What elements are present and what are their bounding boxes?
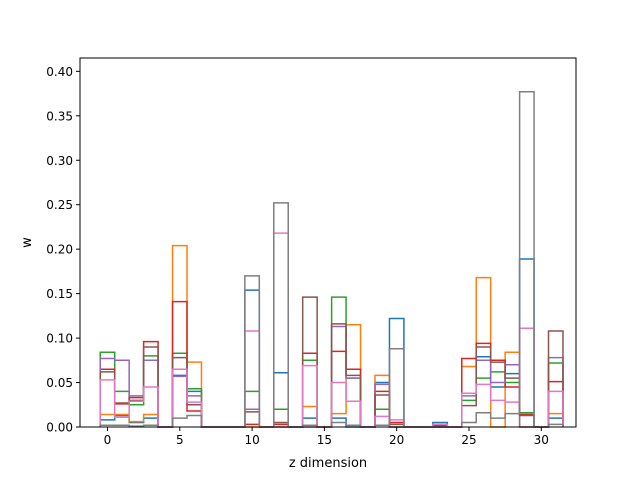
y-tick-label: 0.10 xyxy=(46,332,73,346)
x-axis: 0 5 10 15 20 25 30 xyxy=(104,427,549,447)
y-axis-label: w xyxy=(20,237,35,248)
x-tick-label: 25 xyxy=(461,433,476,447)
axes-frame xyxy=(79,57,577,428)
y-tick-label: 0.05 xyxy=(46,376,73,390)
x-tick-label: 5 xyxy=(176,433,184,447)
y-axis: 0.00 0.05 0.10 0.15 0.20 0.25 0.30 0.35 0.40 xyxy=(46,65,80,435)
x-tick-label: 15 xyxy=(317,433,332,447)
y-tick-label: 0.20 xyxy=(46,243,73,257)
x-tick-label: 20 xyxy=(389,433,404,447)
y-tick-label: 0.15 xyxy=(46,287,73,301)
histogram-series-7 xyxy=(99,232,564,428)
x-axis-label: z dimension xyxy=(289,456,367,471)
y-tick-label: 0.35 xyxy=(46,109,73,123)
histogram-series-8 xyxy=(99,91,564,428)
y-tick-label: 0.00 xyxy=(46,421,73,435)
x-tick-label: 0 xyxy=(104,433,112,447)
y-tick-label: 0.30 xyxy=(46,154,73,168)
x-tick-label: 30 xyxy=(534,433,549,447)
y-tick-label: 0.25 xyxy=(46,198,73,212)
x-tick-label: 10 xyxy=(244,433,259,447)
y-tick-label: 0.40 xyxy=(46,65,73,79)
